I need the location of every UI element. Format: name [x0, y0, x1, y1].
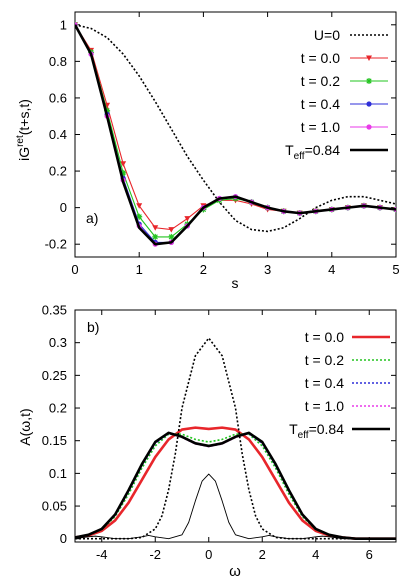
panel-b-xtick-label: 0 [205, 547, 212, 562]
panel-a-legend-name: t = 1.0 [301, 119, 341, 135]
panel-a-ylabel-main: iG [16, 147, 32, 161]
panel-a-plot-area [75, 21, 396, 247]
panel-b-legend-name: t = 0.4 [305, 375, 345, 391]
panel-b-plot-area [75, 337, 396, 541]
panel-b-series-line-2 [75, 432, 396, 540]
panel-b-frame [74, 309, 397, 543]
panel-a-series-line-4 [75, 24, 396, 245]
panel-a-legend-label: U=0 [314, 27, 340, 43]
panel-a-xtick-label: 1 [136, 262, 143, 277]
panel-b-series-line-3 [75, 432, 396, 540]
panel-a-series-2-point [152, 233, 159, 240]
panel-a-legend-marker [366, 78, 372, 84]
panel-b-ytick-label: 0 [60, 531, 67, 546]
panel-b: -4 -2 0 2 4 600.050.10.150.20.250.30.35 b) ω … [17, 303, 397, 580]
panel-a-series-line-5 [75, 24, 396, 246]
panel-a-series-2-point [104, 107, 111, 114]
panel-b-series [75, 337, 396, 541]
panel-b-legend-label: t = 1.0 [305, 398, 345, 414]
panel-a-xlabel: s [232, 275, 239, 291]
panel-b-xtick-label: -2 [149, 547, 161, 562]
panel-a-legend-marker [366, 101, 372, 107]
panel-a-legend-label: Teff=0.84 [285, 142, 340, 162]
panel-b-ytick-label: 0.05 [42, 499, 67, 514]
panel-a-ytick-label: 0.8 [49, 54, 67, 69]
panel-b-ylabel: A(ω,t) [17, 408, 33, 445]
panel-a-ytick-label: 0.2 [49, 164, 67, 179]
panel-b-series-line-4 [75, 431, 396, 541]
panel-a-series-1-point [136, 203, 143, 209]
panel-a-ytick-label: 0.6 [49, 90, 67, 105]
panel-a-frame [74, 11, 397, 258]
panel-a-legend-name: U=0 [314, 27, 340, 43]
panel-b-label: b) [87, 319, 99, 335]
panel-a-ylabel-sup: ret [15, 135, 26, 147]
panel-a-legend-label: t = 0.2 [301, 73, 341, 89]
panel-b-ytick-label: 0.25 [42, 368, 67, 383]
panel-a-legend-label: t = 0.0 [301, 50, 341, 66]
panel-b-legend-name: t = 1.0 [305, 398, 345, 414]
panel-a-series-1-point [184, 216, 191, 222]
panel-a-legend-label: t = 0.4 [301, 96, 341, 112]
panel-b-legend-label: Teff=0.84 [289, 421, 344, 441]
panel-a-legend-name: t = 0.0 [301, 50, 341, 66]
panel-a-legend-name: T [285, 142, 294, 158]
panel-a-ytick-label: -0.2 [45, 237, 67, 252]
panel-a-legend-label: t = 1.0 [301, 119, 341, 135]
panel-b-xtick-label: 4 [312, 547, 319, 562]
panel-a-legend-marker [366, 55, 372, 61]
panel-a-legend-suffix: =0.84 [305, 142, 341, 158]
panel-a-series-1-point [152, 225, 159, 231]
panel-b-series-line-6 [75, 473, 396, 540]
panel-b-legend-name: T [289, 421, 298, 437]
panel-a-legend-name: t = 0.4 [301, 96, 341, 112]
panel-a-ylabel: iGret(t+s,t) [15, 99, 32, 161]
panel-b-legend-label: t = 0.0 [305, 329, 345, 345]
panel-a-ytick-label: 0.4 [49, 127, 67, 142]
panel-a-series-2-point [136, 213, 143, 220]
panel-b-legend-name: t = 0.2 [305, 352, 345, 368]
panel-b-legend-sub: eff [298, 430, 309, 441]
panel-b-ticks: -4 -2 0 2 4 6 0 0.05 0.1 0.15 0.2 0.25 0.3 0.35 [42, 303, 396, 562]
panel-a-legend: U=0 t = 0.0 t = 0.2 t = 0.4 t = 1.0 Teff=0.84 [285, 27, 388, 162]
panel-b-ytick-label: 0.3 [49, 335, 67, 350]
panel-a-series-line-0 [75, 24, 396, 233]
panel-b-ytick-label: 0.1 [49, 466, 67, 481]
panel-a-xtick-label: 2 [200, 262, 207, 277]
panel-a-series-2-point [120, 169, 127, 176]
panel-a-ylabel-args: (t+s,t) [16, 99, 32, 135]
panel-a-xtick-label: 4 [328, 262, 335, 277]
panel-b-legend-label: t = 0.2 [305, 352, 345, 368]
panel-b-xtick-label: 2 [259, 547, 266, 562]
panel-b-xtick-label: -4 [96, 547, 108, 562]
panel-a: 0 1 2 3 4 5 -0.2 0 0.2 0.4 0.6 0.8 1 a) s iGret(t+s,… [15, 11, 400, 291]
panel-a-series-1-point [120, 161, 127, 167]
panel-a-xtick-label: 0 [71, 262, 78, 277]
panel-a-series-1-point [168, 227, 175, 233]
panel-b-legend-name: t = 0.0 [305, 329, 345, 345]
panel-a-ytick-label: 0 [60, 200, 67, 215]
panel-b-legend-label: t = 0.4 [305, 375, 345, 391]
panel-a-label: a) [86, 210, 98, 226]
panel-a-legend-sub: eff [294, 151, 305, 162]
panel-b-legend-suffix: =0.84 [309, 421, 345, 437]
panel-a-ticks: 0 1 2 3 4 5 -0.2 0 0.2 0.4 0.6 0.8 1 [45, 12, 400, 277]
panel-b-ytick-label: 0.35 [42, 303, 67, 318]
panel-b-series-line-1 [75, 433, 396, 540]
panel-a-series-2-point [168, 233, 175, 240]
panel-a-series [75, 21, 396, 247]
panel-b-xlabel: ω [229, 563, 241, 580]
panel-b-ytick-label: 0.15 [42, 433, 67, 448]
panel-b-xtick-label: 6 [366, 547, 373, 562]
panel-a-ytick-label: 1 [60, 17, 67, 32]
panel-b-ytick-label: 0.2 [49, 401, 67, 416]
panel-b-legend: t = 0.0 t = 0.2 t = 0.4 t = 1.0 Teff=0.84 [289, 329, 390, 441]
panel-a-legend-name: t = 0.2 [301, 73, 341, 89]
panel-a-legend-marker [366, 124, 372, 130]
panel-a-xtick-label: 5 [392, 262, 399, 277]
panel-a-xtick-label: 3 [264, 262, 271, 277]
panel-b-series-line-0 [75, 426, 396, 541]
